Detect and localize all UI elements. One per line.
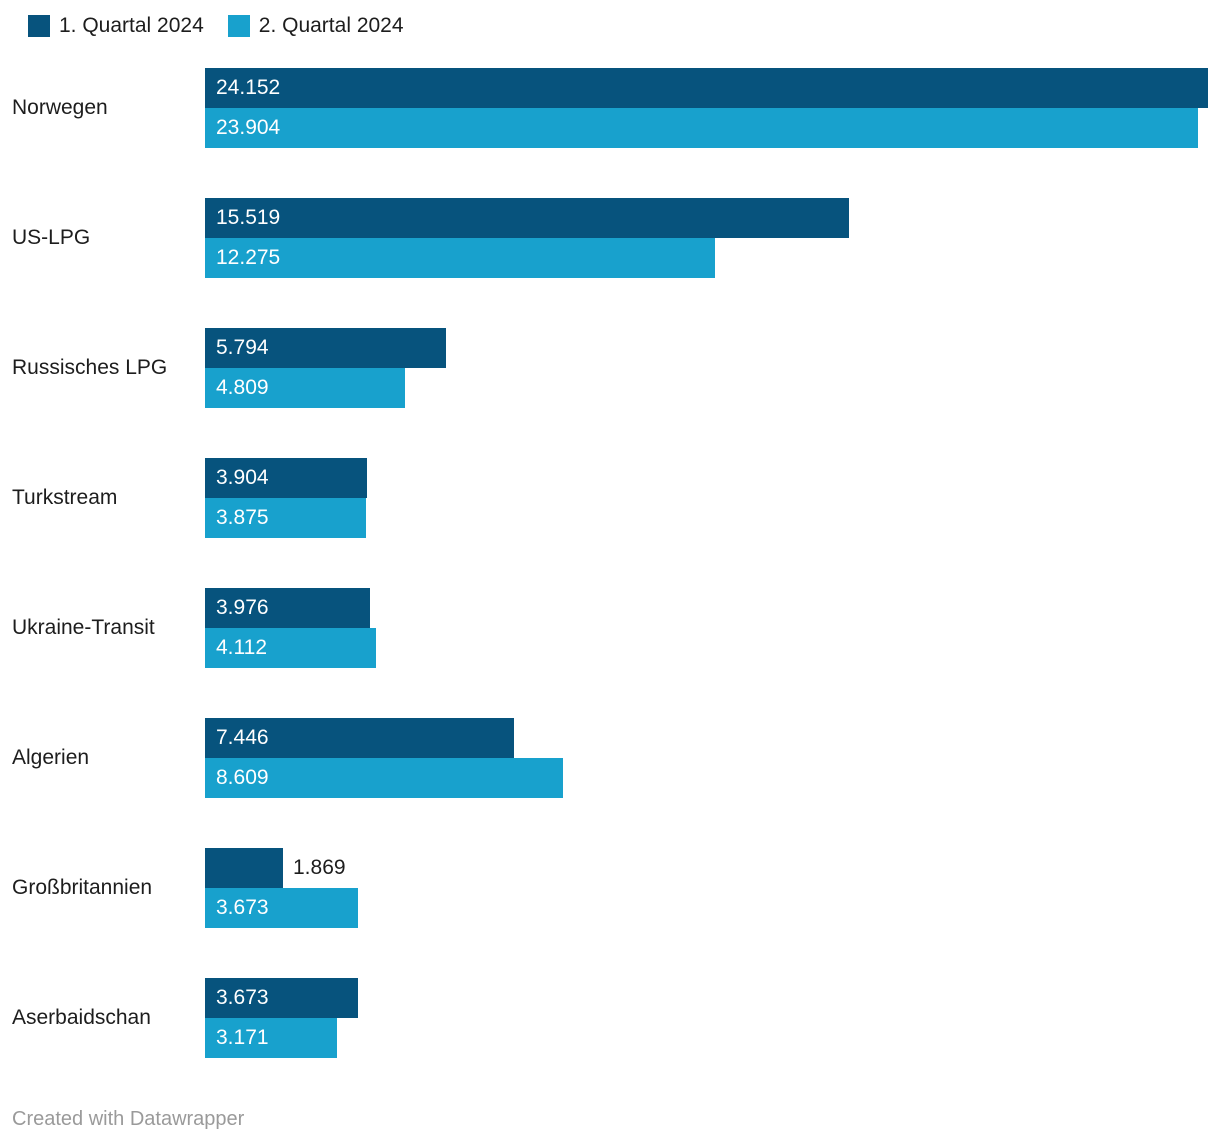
bar-q1: 15.519 (205, 198, 849, 238)
value-label: 4.809 (216, 376, 269, 399)
category-label: Aserbaidschan (12, 1006, 151, 1029)
attribution: Created with Datawrapper (12, 1108, 245, 1130)
value-label: 3.673 (216, 896, 269, 919)
value-label: 3.904 (216, 466, 269, 489)
value-label: 23.904 (216, 116, 281, 139)
bar-pair: 1.869 3.673 (205, 848, 358, 928)
legend-label-q1: 1. Quartal 2024 (59, 14, 204, 37)
value-label: 3.171 (216, 1026, 269, 1049)
bar-q2: 4.112 (205, 628, 376, 668)
bar-group: Aserbaidschan 3.673 3.171 (0, 978, 1220, 1058)
bar-q2: 3.875 (205, 498, 366, 538)
value-label: 24.152 (216, 76, 281, 99)
value-label: 7.446 (216, 726, 269, 749)
bar-q1: 7.446 (205, 718, 514, 758)
plot-area: Norwegen 24.152 23.904 US-LPG 15.519 12.275 Ru… (0, 68, 1220, 1058)
bar-group: Russisches LPG 5.794 4.809 (0, 328, 1220, 408)
value-label: 8.609 (216, 766, 269, 789)
legend-item-q2: 2. Quartal 2024 (227, 14, 404, 37)
value-label: 3.976 (216, 596, 269, 619)
bar-q1: 3.673 (205, 978, 358, 1018)
category-label: US-LPG (12, 226, 91, 249)
category-label: Norwegen (12, 96, 108, 119)
bar-group: US-LPG 15.519 12.275 (0, 198, 1220, 278)
bar-q1: 3.904 (205, 458, 367, 498)
bar-pair: 7.446 8.609 (205, 718, 563, 798)
bar-q1: 24.152 (205, 68, 1208, 108)
bar-q2: 23.904 (205, 108, 1198, 148)
bar-q1: 1.869 (205, 848, 346, 888)
value-label: 12.275 (216, 246, 281, 269)
bar-q1: 3.976 (205, 588, 370, 628)
category-label: Algerien (12, 746, 90, 769)
bar-group: Ukraine-Transit 3.976 4.112 (0, 588, 1220, 668)
bar-group: Algerien 7.446 8.609 (0, 718, 1220, 798)
bar-pair: 5.794 4.809 (205, 328, 446, 408)
value-label: 4.112 (216, 636, 267, 659)
bar-group: Großbritannien 1.869 3.673 (0, 848, 1220, 928)
bar-q2: 8.609 (205, 758, 563, 798)
legend-swatch-q1 (28, 15, 50, 37)
bar-pair: 24.152 23.904 (205, 68, 1208, 148)
legend-item-q1: 1. Quartal 2024 (28, 15, 204, 37)
bar-q2: 12.275 (205, 238, 715, 278)
category-label: Turkstream (12, 486, 118, 509)
legend-swatch-q2 (227, 15, 250, 37)
value-label: 1.869 (293, 856, 346, 879)
bar-pair: 15.519 12.275 (205, 198, 849, 278)
bar-q2: 4.809 (205, 368, 405, 408)
category-label: Russisches LPG (12, 356, 168, 379)
category-label: Großbritannien (12, 876, 153, 899)
value-label: 3.875 (216, 506, 269, 529)
bar-q2: 3.171 (205, 1018, 337, 1058)
value-label: 3.673 (216, 986, 269, 1009)
bar-group: Turkstream 3.904 3.875 (0, 458, 1220, 538)
legend: 1. Quartal 2024 2. Quartal 2024 (0, 0, 1220, 38)
category-label: Ukraine-Transit (12, 616, 155, 639)
bar-pair: 3.904 3.875 (205, 458, 367, 538)
bar-q2: 3.673 (205, 888, 358, 928)
value-label: 15.519 (216, 206, 281, 229)
bar-pair: 3.673 3.171 (205, 978, 358, 1058)
bar-pair: 3.976 4.112 (205, 588, 376, 668)
value-label: 5.794 (216, 336, 269, 359)
bar-group: Norwegen 24.152 23.904 (0, 68, 1220, 148)
legend-label-q2: 2. Quartal 2024 (258, 14, 404, 37)
bar-q1: 5.794 (205, 328, 446, 368)
